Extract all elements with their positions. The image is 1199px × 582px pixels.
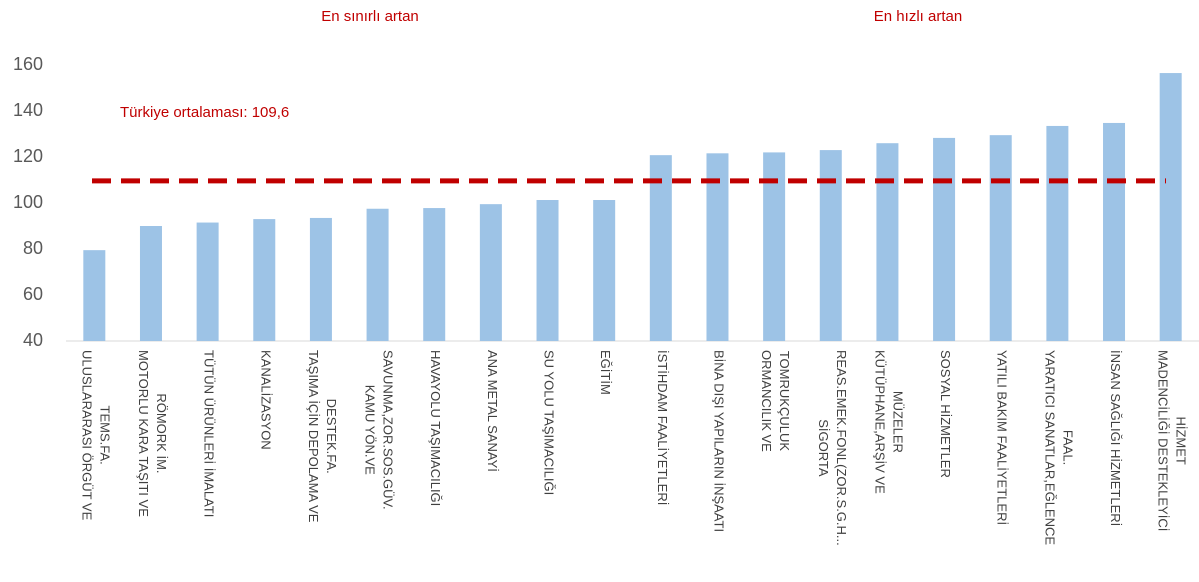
bar	[309, 217, 332, 341]
x-tick-label: KÜTÜPHANE,ARŞİV VE MÜZELER	[872, 350, 905, 494]
bar	[763, 152, 786, 341]
bar	[706, 153, 729, 341]
bar	[83, 250, 106, 341]
x-tick-label: HAVAYOLU TAŞIMACILIĞI	[428, 350, 443, 506]
bar	[253, 219, 276, 341]
bar	[819, 150, 842, 341]
y-tick-label: 160	[13, 54, 43, 74]
x-tick-label: KAMU YÖN.VE SAVUNMA,ZOR.SOS.GÜV.	[362, 350, 395, 510]
x-tick-label: MADENCİLİĞİ DESTEKLEYİCİ HİZMET	[1155, 350, 1188, 531]
x-tick-label: KANALİZASYON	[258, 350, 273, 450]
x-tick-label: İNSAN SAĞLIĞI HİZMETLERİ	[1108, 350, 1123, 526]
bar	[536, 200, 559, 341]
x-tick-label: TÜTÜN ÜRÜNLERİ İMALATI	[201, 350, 216, 517]
bar	[423, 208, 446, 341]
reference-label: Türkiye ortalaması: 109,6	[120, 104, 289, 121]
bar	[593, 200, 616, 341]
x-tick-label: YARATICI SANATLAR,EĞLENCE FAAL.	[1042, 350, 1075, 545]
bar	[1103, 122, 1126, 342]
y-tick-label: 40	[23, 330, 43, 350]
bar	[933, 137, 956, 341]
bar	[1159, 73, 1182, 342]
y-tick-label: 100	[13, 192, 43, 212]
bar	[196, 222, 219, 341]
x-tick-label: İSTİHDAM FAALİYETLERİ	[654, 350, 669, 505]
bar	[366, 208, 389, 341]
y-tick-label: 60	[23, 284, 43, 304]
x-tick-label: ANA METAL SANAYİ	[484, 350, 499, 472]
y-tick-label: 120	[13, 146, 43, 166]
bar	[649, 155, 672, 341]
header: En hızlı artan	[874, 8, 962, 25]
bar	[989, 135, 1012, 341]
x-tick-label: EĞİTİM	[598, 350, 613, 395]
x-tick-label: BİNA DIŞI YAPILARIN İNŞAATI	[711, 350, 726, 532]
y-tick-label: 80	[23, 238, 43, 258]
header: En sınırlı artan	[321, 8, 419, 25]
y-tick-label: 140	[13, 100, 43, 120]
x-tick-label: SOSYAL HİZMETLER	[938, 350, 953, 478]
x-tick-label: MOTORLU KARA TAŞITI VE RÖMORK İM.	[136, 350, 169, 517]
x-tick-label: ULUSLARARASI ÖRGÜT VE TEMS.FA.	[79, 350, 112, 521]
bar	[1046, 125, 1069, 341]
bar	[876, 143, 899, 341]
x-tick-label: ORMANCILIK VE TOMRUKÇULUK	[759, 350, 792, 452]
x-tick-label: SİGORTA REAS.EMEK.FONL(ZOR.S.G.H...	[815, 350, 848, 546]
bar	[479, 204, 502, 341]
bar	[139, 226, 162, 341]
x-tick-label: SU YOLU TAŞIMACILIĞI	[541, 350, 556, 495]
x-tick-label: YATILI BAKIM FAALİYETLERİ	[994, 350, 1009, 525]
x-tick-label: TAŞIMA İÇİN DEPOLAMA VE DESTEK.FA.	[305, 350, 338, 523]
